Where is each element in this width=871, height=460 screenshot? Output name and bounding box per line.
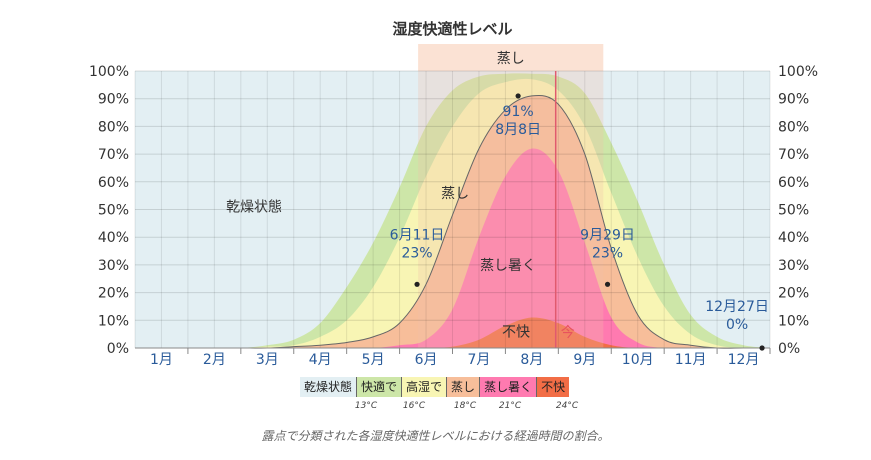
y-tick-label-right: 70% bbox=[778, 147, 809, 163]
annotation-dot bbox=[759, 345, 765, 351]
x-tick-label: 11月 bbox=[675, 352, 707, 368]
y-tick-label-left: 50% bbox=[98, 203, 129, 219]
y-tick-label-left: 30% bbox=[98, 258, 129, 274]
threshold-label: 18°C bbox=[453, 401, 477, 411]
y-tick-label-right: 80% bbox=[778, 119, 809, 135]
y-tick-label-right: 10% bbox=[778, 313, 809, 329]
annotation-value: 23% bbox=[592, 245, 623, 261]
y-tick-label-right: 40% bbox=[778, 230, 809, 246]
threshold-label: 16°C bbox=[402, 401, 426, 411]
x-tick-label: 9月 bbox=[573, 352, 596, 368]
threshold-label: 21°C bbox=[498, 401, 522, 411]
band-label-muggy: 蒸し bbox=[441, 186, 469, 202]
x-tick-label: 10月 bbox=[622, 352, 654, 368]
legend-item-muggy: 蒸し bbox=[447, 377, 481, 397]
y-tick-label-right: 20% bbox=[778, 286, 809, 302]
x-tick-label: 4月 bbox=[309, 352, 332, 368]
y-tick-label-right: 50% bbox=[778, 203, 809, 219]
annotation-dot bbox=[604, 281, 611, 287]
annotation-dot bbox=[414, 281, 420, 287]
annotation-date: 6月11日 bbox=[390, 227, 445, 243]
today-marker-label: 今 bbox=[561, 325, 575, 341]
chart-title: 湿度快適性レベル bbox=[392, 20, 512, 38]
annotation-value: 91% bbox=[503, 104, 534, 120]
muggy-season-shade bbox=[418, 71, 604, 348]
annotation-date: 8月8日 bbox=[495, 122, 541, 138]
band-label-dry: 乾燥状態 bbox=[226, 200, 282, 216]
y-tick-label-right: 100% bbox=[778, 64, 818, 80]
annotation-date: 9月29日 bbox=[580, 227, 635, 243]
x-tick-label: 2月 bbox=[203, 352, 226, 368]
y-tick-label-left: 60% bbox=[98, 175, 129, 191]
y-tick-label-left: 40% bbox=[98, 230, 129, 246]
y-tick-label-left: 0% bbox=[107, 341, 129, 357]
x-tick-label: 12月 bbox=[728, 352, 760, 368]
y-tick-label-left: 100% bbox=[89, 64, 129, 80]
y-tick-label-left: 20% bbox=[98, 286, 129, 302]
annotation-value: 0% bbox=[726, 317, 748, 333]
y-tick-label-right: 90% bbox=[778, 92, 809, 108]
y-tick-label-left: 70% bbox=[98, 147, 129, 163]
legend-item-comfortable: 快適で bbox=[357, 377, 403, 397]
y-tick-label-left: 90% bbox=[98, 92, 129, 108]
annotation-dot bbox=[515, 93, 521, 99]
band-area-3 bbox=[135, 95, 770, 349]
y-tick-label-left: 80% bbox=[98, 119, 129, 135]
band-label-oppressive: 蒸し暑く bbox=[480, 258, 536, 274]
x-tick-label: 6月 bbox=[415, 352, 438, 368]
legend-thresholds: 13°C 16°C 18°C 21°C 24°C bbox=[0, 401, 871, 415]
chart-caption: 露点で分類された各湿度快適性レベルにおける経過時間の割合。 bbox=[261, 429, 610, 443]
x-tick-label: 8月 bbox=[520, 352, 543, 368]
muggy-season-header bbox=[418, 44, 604, 71]
annotation-date: 12月27日 bbox=[705, 299, 769, 315]
y-tick-label-right: 0% bbox=[778, 341, 800, 357]
annotation-value: 23% bbox=[401, 245, 432, 261]
legend-item-dry: 乾燥状態 bbox=[300, 377, 358, 397]
threshold-label: 24°C bbox=[555, 401, 579, 411]
y-tick-label-left: 10% bbox=[98, 313, 129, 329]
x-tick-label: 1月 bbox=[150, 352, 173, 368]
x-tick-label: 3月 bbox=[256, 352, 279, 368]
legend-item-miserable: 不快 bbox=[537, 377, 570, 397]
threshold-label: 13°C bbox=[354, 401, 378, 411]
muggy-season-label: 蒸し bbox=[497, 51, 525, 67]
x-tick-label: 5月 bbox=[362, 352, 385, 368]
x-tick-label: 7月 bbox=[467, 352, 490, 368]
legend: 乾燥状態 快適で 高湿で 蒸し 蒸し暑く 不快 bbox=[300, 377, 570, 399]
legend-item-humid: 高湿で bbox=[402, 377, 448, 397]
band-label-miserable: 不快 bbox=[502, 324, 530, 340]
y-tick-label-right: 30% bbox=[778, 258, 809, 274]
legend-item-oppressive: 蒸し暑く bbox=[480, 377, 538, 397]
y-tick-label-right: 60% bbox=[778, 175, 809, 191]
